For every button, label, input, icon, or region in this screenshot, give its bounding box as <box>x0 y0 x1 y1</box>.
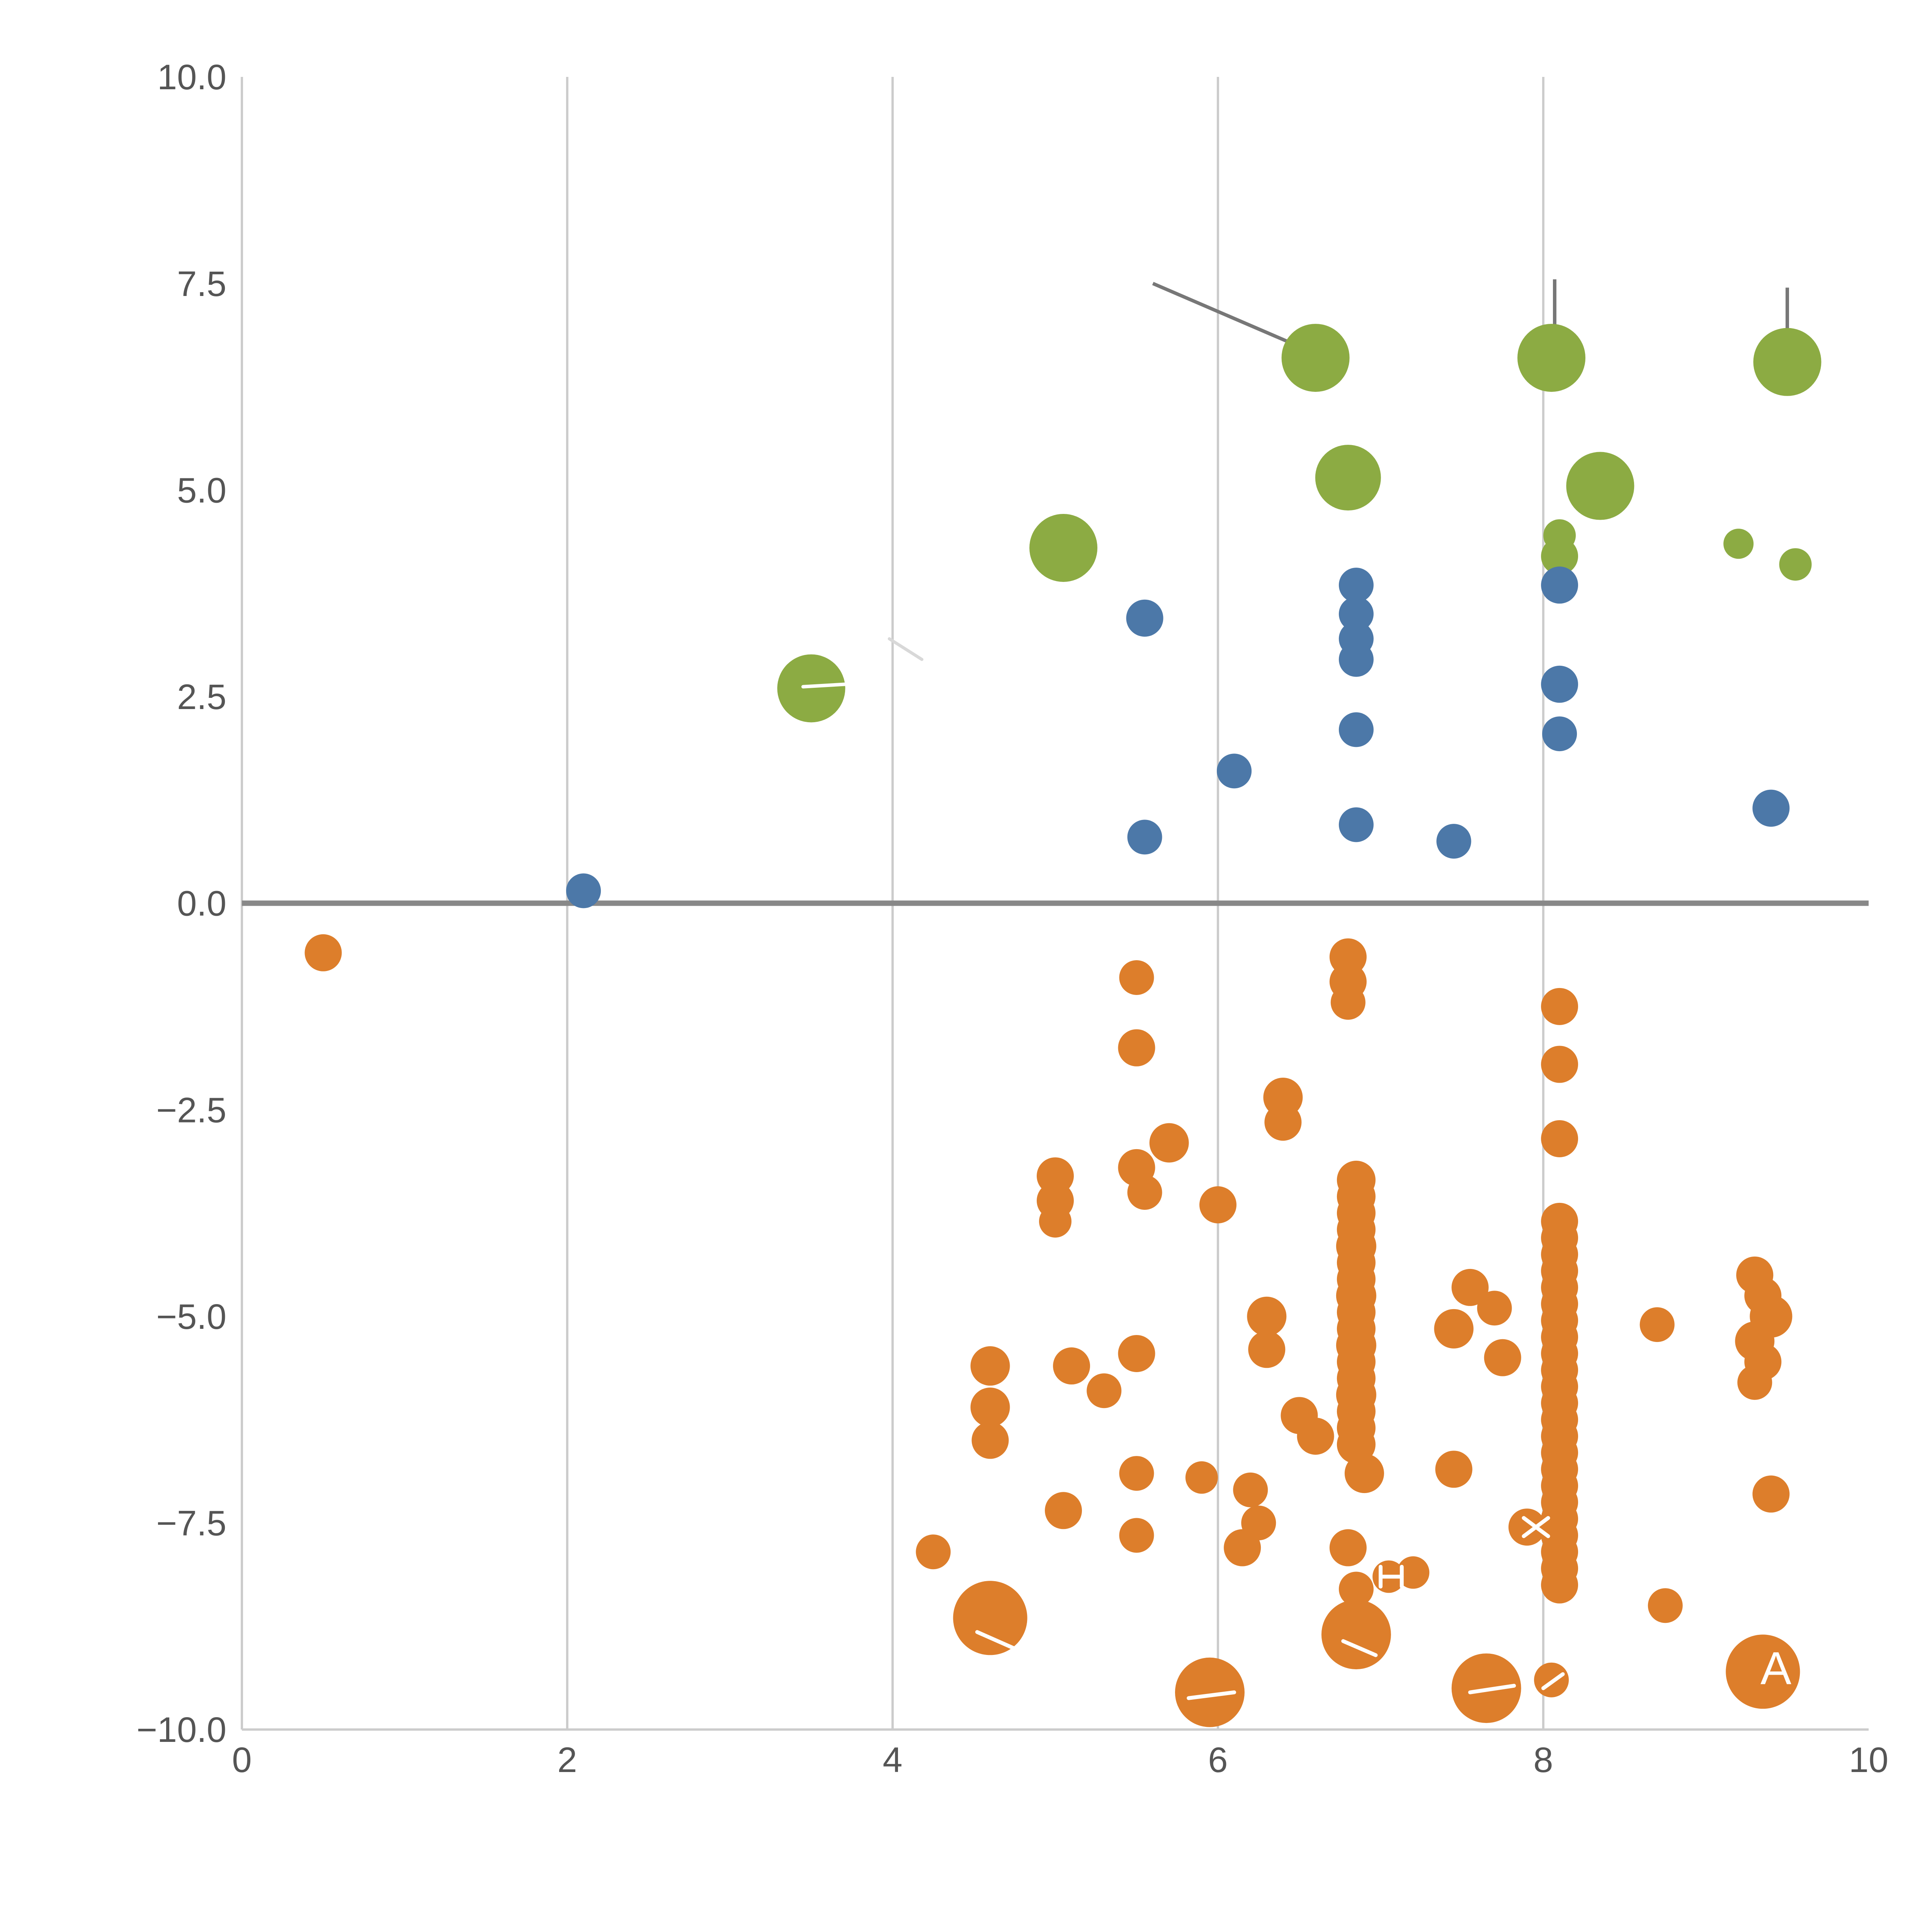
data-point-orange <box>971 1422 1009 1459</box>
data-point-green <box>1753 328 1821 396</box>
data-point-blue <box>1126 599 1163 637</box>
data-point-orange <box>1737 1365 1772 1400</box>
data-point-blue <box>1338 807 1374 842</box>
data-point-green <box>1315 445 1381 511</box>
data-point-orange <box>1264 1104 1302 1141</box>
data-point-orange <box>1330 985 1366 1020</box>
y-tick-label: 5.0 <box>177 471 226 510</box>
data-point-orange <box>1297 1417 1334 1455</box>
annotation-mark <box>1468 1684 1516 1694</box>
data-point-orange <box>953 1581 1027 1655</box>
data-point-orange <box>1541 1566 1578 1604</box>
y-tick-label: −7.5 <box>156 1504 226 1543</box>
data-point-blue <box>1217 753 1252 789</box>
data-point-orange <box>1127 1175 1162 1210</box>
data-point-orange <box>970 1387 1010 1427</box>
data-point-blue <box>1542 716 1577 752</box>
data-point-blue <box>1338 568 1374 603</box>
annotation-text: A <box>1760 1642 1791 1694</box>
data-point-blue <box>1338 642 1374 677</box>
y-tick-label: −5.0 <box>156 1297 226 1337</box>
data-point-orange <box>1039 1205 1071 1238</box>
data-point-orange <box>1119 960 1154 995</box>
data-point-orange <box>1329 1529 1367 1566</box>
data-point-orange <box>1247 1296 1287 1336</box>
data-point-blue <box>1436 824 1471 859</box>
data-point-orange <box>1451 1269 1489 1306</box>
x-tick-label: 2 <box>557 1740 577 1780</box>
data-point-green <box>1779 548 1812 581</box>
data-point-orange <box>1726 1634 1800 1709</box>
y-tick-label: 10.0 <box>157 58 226 97</box>
data-point-blue <box>1541 566 1578 604</box>
data-point-green <box>777 654 845 723</box>
data-point-orange <box>1752 1475 1790 1513</box>
data-point-orange <box>1541 1046 1578 1083</box>
data-point-orange <box>970 1346 1010 1386</box>
x-tick-label: 10 <box>1849 1740 1888 1780</box>
data-point-blue <box>1752 789 1790 827</box>
y-tick-label: 7.5 <box>177 264 226 304</box>
data-point-orange <box>1053 1347 1090 1385</box>
data-point-orange <box>1149 1123 1189 1163</box>
x-tick-label: 6 <box>1208 1740 1228 1780</box>
data-point-orange <box>1233 1472 1268 1507</box>
annotation-line <box>1152 282 1303 350</box>
data-point-blue <box>1338 597 1374 632</box>
data-point-orange <box>1119 1518 1154 1553</box>
annotation-mark <box>1187 1690 1236 1700</box>
data-point-orange <box>1119 1456 1154 1491</box>
data-point-blue <box>1338 712 1374 747</box>
data-point-orange <box>1344 1454 1384 1493</box>
data-point-orange <box>1199 1186 1236 1224</box>
data-point-green <box>1566 452 1634 520</box>
y-tick-label: 0.0 <box>177 884 226 923</box>
data-point-orange <box>1477 1291 1512 1326</box>
data-point-green <box>1517 324 1586 392</box>
annotation-mark <box>975 1630 1017 1651</box>
data-point-green <box>1281 324 1350 392</box>
annotation-mark <box>801 682 862 689</box>
data-point-green <box>1541 537 1578 575</box>
annotation-mark <box>1522 1516 1550 1538</box>
data-point-orange <box>1434 1309 1474 1349</box>
data-point-orange <box>304 934 342 971</box>
data-point-orange <box>1248 1331 1286 1368</box>
data-point-orange <box>1175 1657 1245 1727</box>
data-point-orange <box>1185 1461 1218 1494</box>
data-point-blue <box>566 873 601 908</box>
data-point-orange <box>1321 1600 1391 1670</box>
x-tick-label: 4 <box>883 1740 902 1780</box>
x-tick-label: 8 <box>1533 1740 1553 1780</box>
data-point-orange <box>1541 988 1578 1025</box>
data-point-orange <box>1534 1662 1569 1697</box>
data-point-orange <box>1118 1029 1155 1066</box>
data-point-orange <box>1639 1307 1675 1342</box>
data-point-orange <box>1541 1120 1578 1157</box>
data-point-orange <box>1435 1451 1473 1488</box>
data-point-blue <box>1127 820 1162 855</box>
data-point-orange <box>1118 1335 1155 1372</box>
data-point-orange <box>1508 1509 1546 1546</box>
annotation-mark <box>888 637 923 661</box>
data-point-green <box>1723 529 1754 559</box>
data-point-orange <box>1224 1529 1261 1566</box>
data-point-orange <box>916 1534 951 1570</box>
y-tick-label: 2.5 <box>177 677 226 717</box>
x-tick-label: 0 <box>232 1740 252 1780</box>
annotation-mark <box>1541 1672 1565 1690</box>
data-point-orange <box>1087 1373 1122 1408</box>
y-tick-label: −2.5 <box>156 1090 226 1130</box>
data-point-orange <box>1648 1588 1683 1623</box>
data-point-orange <box>1484 1339 1521 1376</box>
data-point-orange <box>1338 1571 1374 1607</box>
data-point-orange <box>1397 1556 1430 1589</box>
data-point-green <box>1029 514 1098 582</box>
annotation-mark <box>1341 1639 1378 1657</box>
data-point-orange <box>1045 1492 1082 1529</box>
data-point-blue <box>1541 665 1578 703</box>
y-tick-label: −10.0 <box>136 1710 226 1750</box>
